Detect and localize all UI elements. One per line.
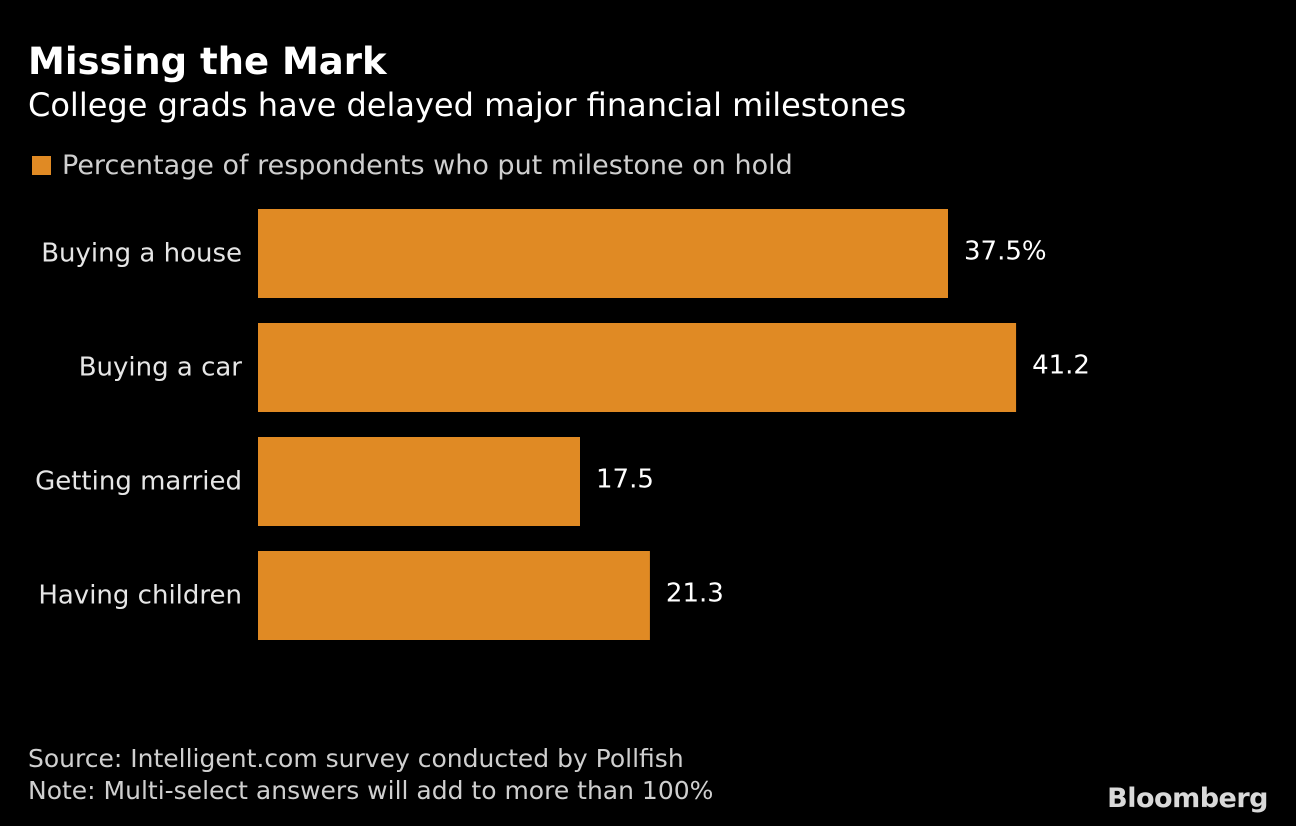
bar <box>258 437 580 526</box>
data-label: 37.5% <box>964 237 1047 267</box>
bloomberg-logo: Bloomberg <box>1107 783 1268 814</box>
category-label: Having children <box>38 581 242 611</box>
category-label: Buying a car <box>79 353 243 383</box>
legend-swatch <box>32 156 51 175</box>
bar <box>258 323 1017 412</box>
data-label: 17.5 <box>596 465 654 495</box>
data-label: 41.2 <box>1032 351 1090 381</box>
data-label: 21.3 <box>666 579 724 609</box>
bar <box>258 209 948 298</box>
footer: Source: Intelligent.com survey conducted… <box>28 743 713 807</box>
bar-chart: Buying a house 37.5% Buying a car 41.2 Getti… <box>35 209 1090 640</box>
footnote: Note: Multi-select answers will add to m… <box>28 776 714 805</box>
legend: Percentage of respondents who put milest… <box>32 150 793 181</box>
chart-subtitle: College grads have delayed major financi… <box>28 86 907 124</box>
bar <box>258 551 650 640</box>
source-note: Source: Intelligent.com survey conducted… <box>28 744 684 773</box>
chart-title: Missing the Mark <box>28 40 387 83</box>
category-label: Buying a house <box>41 239 242 269</box>
legend-label: Percentage of respondents who put milest… <box>62 150 793 181</box>
category-label: Getting married <box>35 467 242 497</box>
